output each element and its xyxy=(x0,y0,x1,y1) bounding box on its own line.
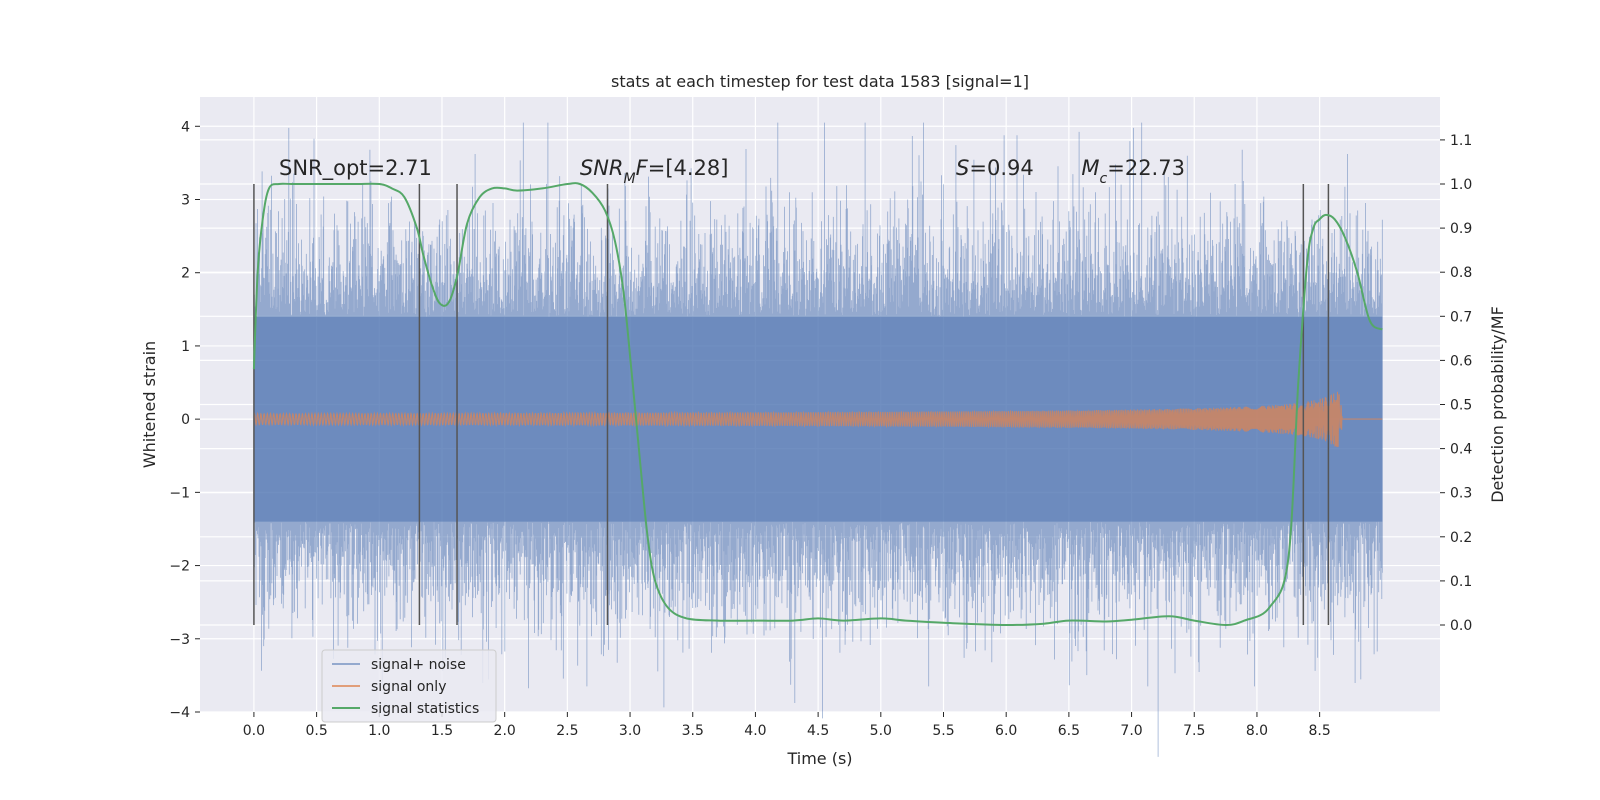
x-axis-label: Time (s) xyxy=(786,749,852,768)
x-tick-label: 3.5 xyxy=(682,723,704,739)
y-axis-right: 0.0 0.1 0.2 0.3 0.4 0.5 0.6 0.7 0.8 0.9 1.0 1.1 xyxy=(1440,133,1472,634)
x-tick-label: 2.5 xyxy=(556,723,578,739)
y-tick-label-right: 0.4 xyxy=(1450,442,1472,458)
y-axis-label-left: Whitened strain xyxy=(140,341,159,468)
y-tick-label-right: 0.9 xyxy=(1450,221,1472,237)
x-tick-label: 7.5 xyxy=(1183,723,1205,739)
x-tick-label: 4.0 xyxy=(744,723,766,739)
x-tick-label: 0.5 xyxy=(305,723,327,739)
annotation-text: SNR_opt=2.71 xyxy=(279,156,432,181)
y-tick-label-right: 0.6 xyxy=(1450,353,1472,369)
y-tick-label-left: 3 xyxy=(181,193,190,209)
annotations: SNR_opt=2.71 SNRMF=[4.28] S=0.94 Mc=22.73 xyxy=(279,156,1185,187)
signal-only-series xyxy=(253,391,1383,448)
y-tick-label-right: 0.1 xyxy=(1450,574,1472,590)
y-tick-label-left: −3 xyxy=(169,632,190,648)
y-tick-label-left: −4 xyxy=(169,705,190,721)
y-axis-label-right: Detection probability/MF xyxy=(1488,306,1507,503)
x-tick-label: 8.0 xyxy=(1246,723,1268,739)
y-tick-label-left: 2 xyxy=(181,266,190,282)
x-tick-label: 5.5 xyxy=(932,723,954,739)
x-tick-label: 1.5 xyxy=(431,723,453,739)
y-tick-label-right: 1.1 xyxy=(1450,133,1472,149)
y-tick-label-left: 1 xyxy=(181,339,190,355)
vertical-markers xyxy=(253,184,1330,625)
y-tick-label-right: 0.0 xyxy=(1450,618,1472,634)
y-axis-left: −4 −3 −2 −1 0 1 2 3 4 xyxy=(169,119,200,721)
y-tick-label-right: 0.2 xyxy=(1450,530,1472,546)
y-tick-label-left: 4 xyxy=(181,119,190,135)
signal-statistics-line xyxy=(252,182,1383,627)
x-tick-label: 3.0 xyxy=(619,723,641,739)
y-tick-label-right: 0.3 xyxy=(1450,486,1472,502)
signal-statistics-series xyxy=(252,182,1383,627)
x-tick-label: 8.5 xyxy=(1309,723,1331,739)
y-tick-label-right: 0.8 xyxy=(1450,265,1472,281)
x-tick-label: 5.0 xyxy=(870,723,892,739)
y-tick-label-left: 0 xyxy=(181,412,190,428)
signal-only-line xyxy=(253,391,1383,448)
annotation-text: SNRMF=[4.28] xyxy=(580,156,729,187)
x-tick-label: 0.0 xyxy=(243,723,265,739)
y-tick-label-right: 0.5 xyxy=(1450,398,1472,414)
legend-box xyxy=(321,649,497,723)
x-tick-label: 6.5 xyxy=(1058,723,1080,739)
annotation-text: Mc=22.73 xyxy=(1081,156,1185,187)
y-tick-label-right: 0.7 xyxy=(1450,309,1472,325)
legend-label-signal-noise: signal+ noise xyxy=(371,657,466,673)
x-tick-label: 1.0 xyxy=(368,723,390,739)
chart-title: stats at each timestep for test data 158… xyxy=(611,72,1029,91)
x-tick-label: 7.0 xyxy=(1120,723,1142,739)
y-tick-label-left: −2 xyxy=(169,559,190,575)
x-axis: 0.0 0.5 1.0 1.5 2.0 2.5 3.0 3.5 4.0 4.5 5.0 5.5 6.0 6… xyxy=(243,712,1331,739)
legend-label-signal-only: signal only xyxy=(371,679,446,695)
x-tick-label: 2.0 xyxy=(494,723,516,739)
x-tick-label: 6.0 xyxy=(995,723,1017,739)
y-tick-label-left: −1 xyxy=(169,485,190,501)
legend: signal+ noise signal only signal statist… xyxy=(321,649,497,723)
annotation-text: S=0.94 xyxy=(956,156,1034,180)
x-tick-label: 4.5 xyxy=(807,723,829,739)
y-tick-label-right: 1.0 xyxy=(1450,177,1472,193)
legend-label-signal-statistics: signal statistics xyxy=(371,701,479,717)
